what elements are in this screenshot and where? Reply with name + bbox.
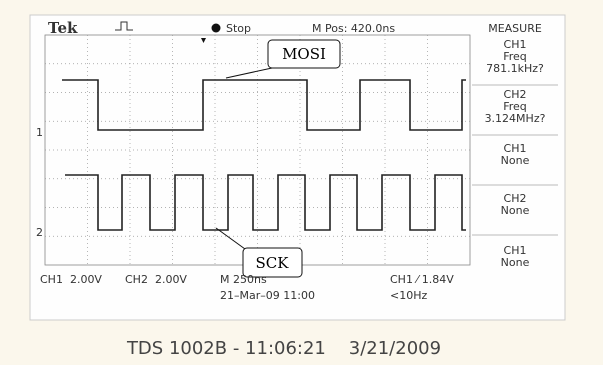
menu-item-text: 3.124MHz? xyxy=(485,112,546,125)
scope-screenshot: Tek Stop M Pos: 420.0ns MEASURE 1 2 CH1F… xyxy=(0,0,603,365)
ch2-marker: 2 xyxy=(36,226,43,239)
footer: TDS 1002B - 11:06:21 3/21/2009 xyxy=(126,338,441,359)
trigger-level: CH1 ⁄ 1.84V xyxy=(390,273,454,286)
menu-item-text: 781.1kHz? xyxy=(486,62,544,75)
ch1-scale: CH1 2.00V xyxy=(40,273,102,286)
menu-title: MEASURE xyxy=(488,22,542,35)
timebase: M 250ns xyxy=(220,273,267,286)
stop-dot xyxy=(212,24,221,33)
run-state: Stop xyxy=(226,22,251,35)
mosi-label: MOSI xyxy=(282,45,326,63)
date: 21–Mar–09 11:00 xyxy=(220,289,315,302)
ch2-scale: CH2 2.00V xyxy=(125,273,187,286)
sck-label: SCK xyxy=(256,254,290,272)
ch1-marker: 1 xyxy=(36,126,43,139)
menu-item-text: None xyxy=(501,256,530,269)
menu-item-text: None xyxy=(501,154,530,167)
trigger-freq: <10Hz xyxy=(390,289,427,302)
m-pos: M Pos: 420.0ns xyxy=(312,22,395,35)
brand: Tek xyxy=(48,19,78,37)
menu-item-text: None xyxy=(501,204,530,217)
